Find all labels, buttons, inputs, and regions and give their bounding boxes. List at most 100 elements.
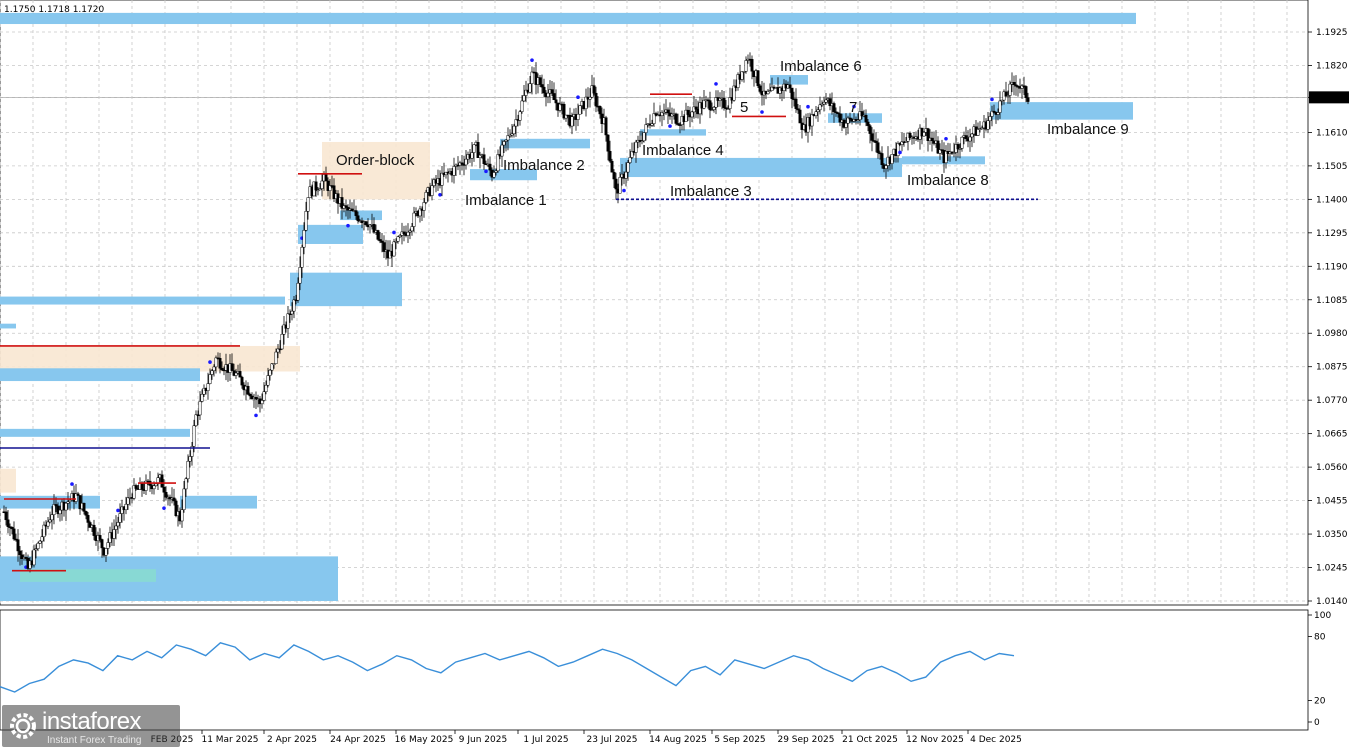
candle-body [48,519,52,523]
candle-body [286,313,290,329]
candle-body [860,111,864,117]
candle-body [92,524,96,536]
candle-body [750,59,754,72]
candle-body [380,240,384,243]
candle-body [708,100,712,111]
candle-body [6,519,10,527]
candle-body [576,113,580,120]
candle-body [970,133,974,138]
y-tick-label: 1.0980 [1316,329,1348,339]
candle-body [218,358,222,369]
candle-body [634,141,638,153]
candle-body [124,503,128,511]
candle-body [732,85,736,101]
candle-body [654,113,658,116]
candle-body [1000,99,1004,102]
candle-body [618,177,622,194]
candle-body [196,414,200,416]
candle-body [838,113,842,123]
candle-body [562,103,566,119]
candle-body [726,108,730,110]
fractal-dot [806,104,810,109]
candle-body [522,95,526,102]
candle-body [350,208,354,212]
fractal-dot [898,150,902,155]
candle-body [392,241,396,257]
candle-body [100,539,104,549]
candle-body [810,114,814,127]
candle-body [724,107,728,109]
candle-body [630,150,634,158]
candle-body [320,180,324,189]
candle-body [344,205,348,208]
candle-body [254,397,258,400]
candle-body [920,127,924,137]
x-tick-label: 16 May 2025 [395,735,454,745]
candle-body [834,111,838,114]
candle-body [660,112,664,116]
candle-body [340,197,344,209]
fractal-dot [668,124,672,128]
candle-body [240,376,244,386]
candle-body [198,401,202,416]
candle-body [936,140,940,154]
candle-body [694,106,698,110]
fractal-dot [346,223,350,228]
candle-body [702,99,706,109]
candle-body [674,113,678,124]
y-tick-label: 1.0245 [1316,564,1348,574]
y-tick-label: 1.0770 [1316,396,1348,406]
candle-body [304,211,308,231]
candle-body [324,174,328,182]
candle-body [298,267,302,284]
candle-body [500,144,504,157]
candle-body [564,114,568,119]
candle-body [592,85,596,94]
x-tick-label: 9 Jun 2025 [459,735,507,745]
candle-body [502,141,506,146]
candle-body [220,368,224,371]
candle-body [162,486,166,493]
candle-body [192,425,196,447]
logo-name: instaforex [42,708,142,735]
fractal-dot [714,82,718,86]
annotation-label: Imbalance 1 [465,192,547,209]
candle-body [844,122,848,128]
candle-body [1004,91,1008,97]
candle-body [832,103,836,113]
candle-body [472,144,476,153]
candle-body [996,112,1000,115]
candle-body [604,117,608,136]
candle-body [722,97,726,108]
candle-body [662,111,666,114]
candle-body [200,394,204,402]
candle-body [38,540,42,544]
candle-body [550,89,554,94]
candle-body [78,495,82,510]
candle-body [266,375,270,386]
candle-body [768,90,772,92]
oscillator-pane[interactable] [0,609,1309,731]
candle-body [314,181,318,191]
candle-body [154,483,158,487]
osc-tick-label: 100 [1314,611,1331,621]
candle-body [4,511,8,521]
candle-body [282,324,286,335]
candle-body [614,178,618,190]
candle-body [610,160,614,173]
candle-body [214,357,218,368]
candle-body [86,515,90,523]
candle-body [396,236,400,242]
osc-tick-label: 20 [1314,697,1326,707]
fractal-dot [530,58,534,62]
candle-body [116,522,120,527]
zone-h [298,224,363,244]
candle-body [76,493,80,496]
imbalance-7-zone [828,113,882,123]
current-price-tag [1309,91,1349,104]
candle-body [58,509,62,515]
fractal-dot [162,506,166,510]
candle-body [960,136,964,149]
candle-body [260,400,264,405]
